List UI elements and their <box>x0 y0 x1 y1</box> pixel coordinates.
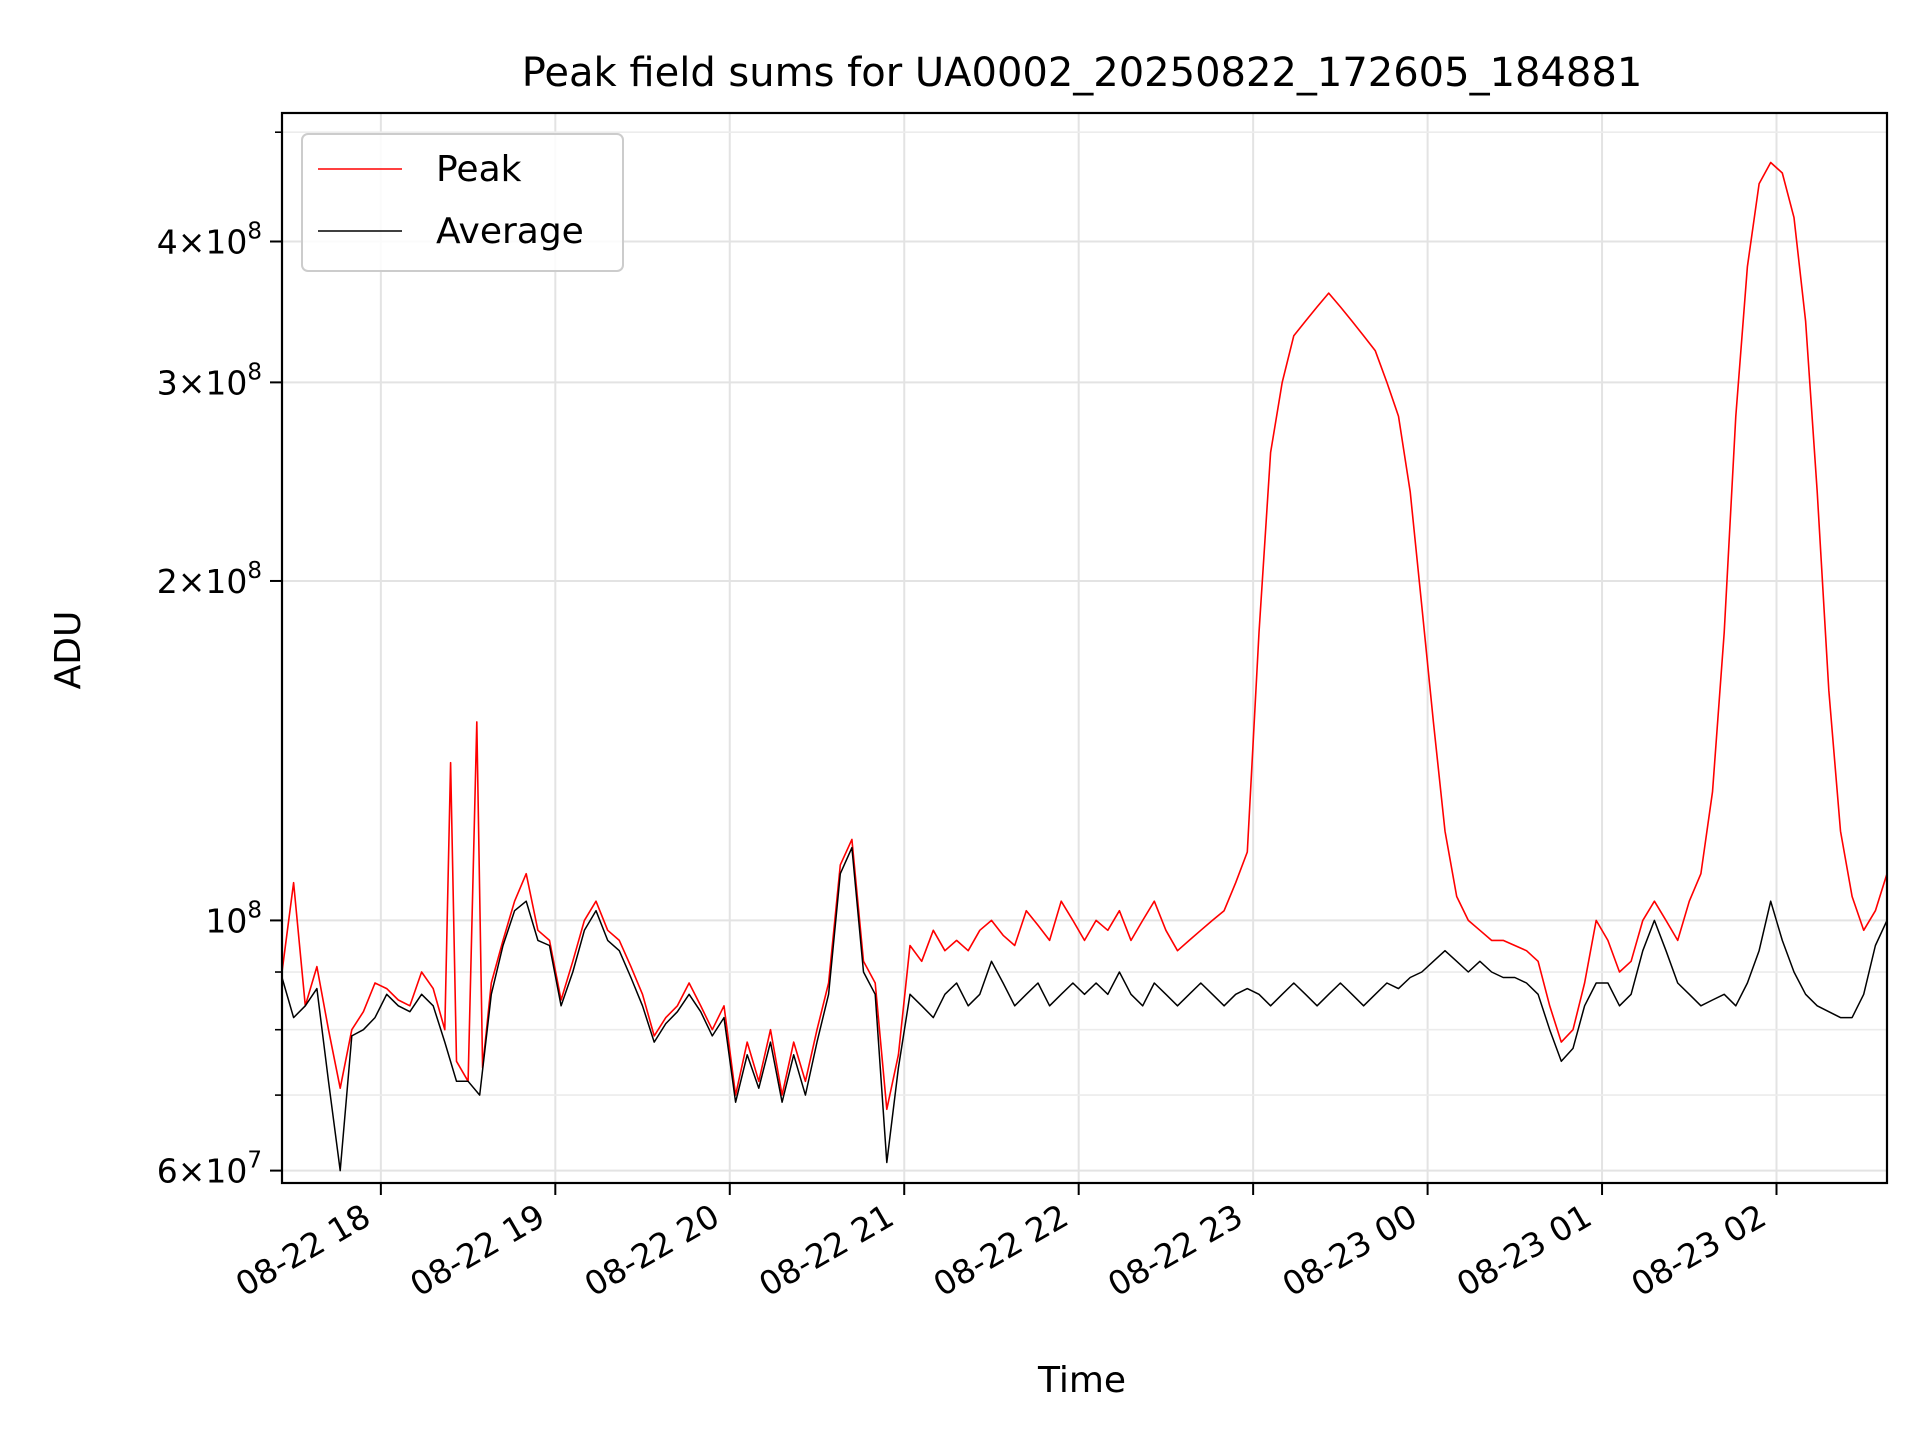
y-tick-label: 6×107 <box>157 1148 262 1191</box>
y-axis-label: ADU <box>48 611 89 690</box>
y-tick-label: 2×108 <box>157 558 262 601</box>
grid <box>282 113 1887 1183</box>
plot-data <box>281 161 1888 1172</box>
chart-title: Peak field sums for UA0002_20250822_1726… <box>522 50 1643 96</box>
legend: Peak Average <box>301 133 624 272</box>
y-tick-label: 3×108 <box>157 359 262 402</box>
series-line-average <box>281 846 1888 1172</box>
y-tick-label: 4×108 <box>157 218 262 261</box>
legend-label-peak: Peak <box>436 149 522 190</box>
legend-label-average: Average <box>436 211 584 252</box>
x-axis-label: Time <box>1037 1360 1126 1401</box>
y-tick-label: 108 <box>205 897 262 940</box>
series-line-peak <box>281 161 1888 1111</box>
plot-frame <box>280 111 1889 1185</box>
